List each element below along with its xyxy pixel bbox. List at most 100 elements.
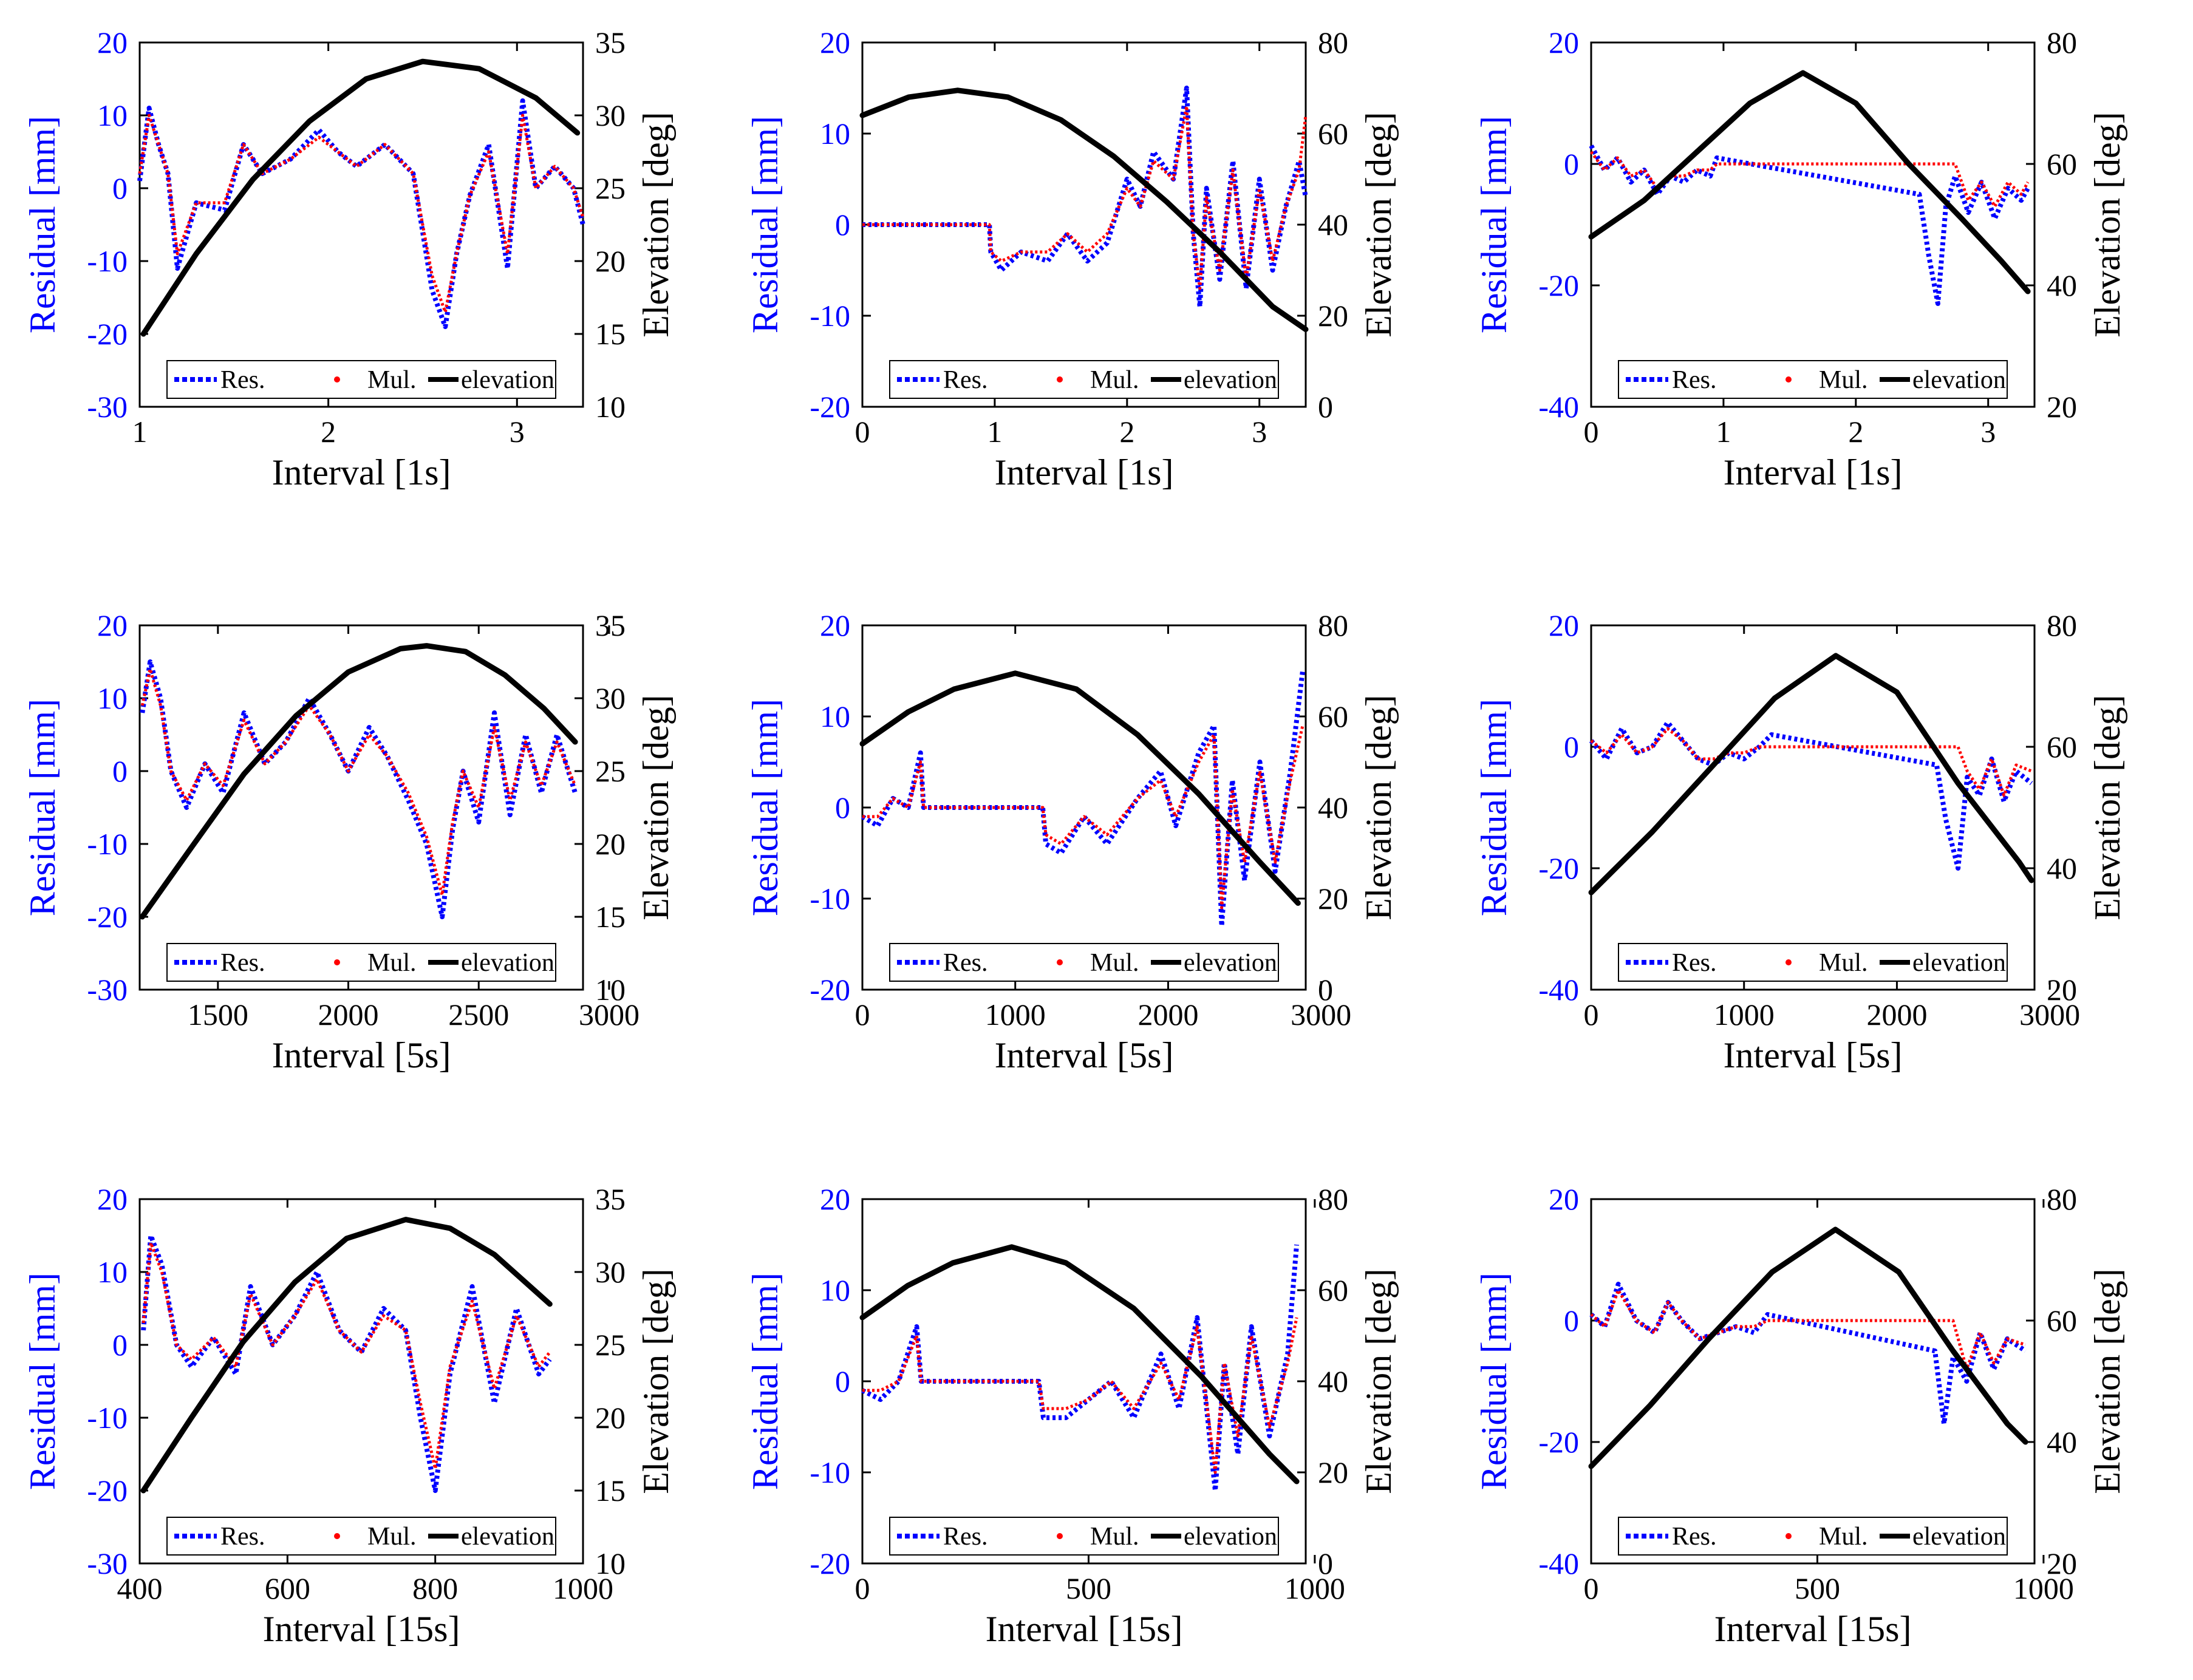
- legend-label-residual: Res.: [1672, 1523, 1717, 1551]
- y-tick-label: -30: [87, 973, 128, 1007]
- series-line-multipath: [138, 114, 585, 314]
- y2-tick-label: 80: [2047, 608, 2077, 642]
- y2-axis-label: Elevation [deg]: [1359, 1268, 1399, 1494]
- y-tick-label: 0: [112, 1328, 128, 1362]
- y2-tick-label: 15: [595, 900, 626, 934]
- y2-axis-label: Elevation [deg]: [2087, 1268, 2127, 1494]
- legend-label-residual: Res.: [943, 949, 988, 977]
- y-axis-label: Residual [mm]: [22, 116, 63, 333]
- x-tick-label: 1: [987, 415, 1002, 449]
- series-line-residual: [1589, 145, 2030, 306]
- legend-swatch-multipath: [334, 376, 340, 383]
- y2-tick-label: 20: [2047, 390, 2077, 424]
- y2-tick-label: 40: [2047, 851, 2077, 885]
- plot-frame: [1590, 41, 2036, 408]
- legend-label-multipath: Mul.: [367, 1523, 417, 1551]
- plot-frame: [1590, 1198, 2036, 1565]
- legend: Res. Mul. elevation: [1618, 1517, 2008, 1556]
- y2-tick-label: 20: [1318, 882, 1348, 916]
- legend-label-elevation: elevation: [1912, 949, 2006, 977]
- y-tick-label: -10: [810, 299, 850, 333]
- x-tick-label: 1: [132, 415, 148, 449]
- y2-tick-label: 35: [595, 1182, 626, 1216]
- y-axis-label: Residual [mm]: [1474, 699, 1514, 916]
- series-line-elevation: [140, 58, 581, 337]
- series-line-elevation: [1588, 653, 2034, 896]
- series-line-multipath: [1590, 1288, 2026, 1371]
- series-line-residual: [140, 659, 578, 919]
- subplot-r3c2: 0 500 1000 -20 -10 0 10 20 0 20 40 60 80 Interval [15…: [745, 1182, 1399, 1649]
- series-line-residual: [861, 670, 1305, 928]
- x-axis-label: Interval [1s]: [272, 452, 451, 492]
- y-tick-label: 20: [97, 1182, 128, 1216]
- y-tick-label: 20: [97, 26, 128, 60]
- y-tick-label: -20: [1538, 268, 1579, 302]
- y-tick-label: -40: [1538, 390, 1579, 424]
- y-tick-label: 20: [1549, 1182, 1579, 1216]
- legend-label-elevation: elevation: [461, 949, 554, 977]
- series-line-elevation: [140, 1217, 553, 1494]
- x-axis-label: Interval [15s]: [1714, 1609, 1912, 1649]
- legend-label-residual: Res.: [1672, 366, 1717, 394]
- x-tick-label: 0: [1584, 1571, 1599, 1605]
- y-tick-label: -10: [810, 882, 850, 916]
- y2-tick-label: 15: [595, 1474, 626, 1508]
- series-line-multipath: [140, 667, 577, 897]
- legend-label-elevation: elevation: [461, 1523, 554, 1551]
- x-axis-label: Interval [5s]: [995, 1035, 1174, 1075]
- y-tick-label: 10: [820, 699, 850, 733]
- x-tick-label: 0: [855, 998, 870, 1032]
- y-tick-label: 0: [835, 1364, 850, 1398]
- x-tick-label: 0: [1584, 415, 1599, 449]
- y2-tick-label: 80: [1318, 26, 1348, 60]
- y2-tick-label: 10: [595, 973, 626, 1007]
- x-tick-label: 2500: [448, 998, 509, 1032]
- x-tick-label: 1000: [1714, 998, 1775, 1032]
- x-tick-label: 3000: [2019, 998, 2080, 1032]
- y-tick-label: -10: [810, 1455, 850, 1489]
- legend-label-multipath: Mul.: [1090, 1523, 1139, 1551]
- legend-label-elevation: elevation: [461, 366, 554, 394]
- legend: Res. Mul. elevation: [166, 1517, 556, 1556]
- subplot-r3c3: 0 500 1000 -40 -20 0 20 20 40 60 80 Interval [15s] R…: [1474, 1182, 2127, 1649]
- y-tick-label: 20: [1549, 26, 1579, 60]
- y2-tick-label: 80: [2047, 26, 2077, 60]
- x-tick-label: 1000: [553, 1571, 613, 1605]
- y2-tick-label: 60: [1318, 699, 1348, 733]
- subplot-r1c3: 0 1 2 3 -40 -20 0 20 20 40 60 80 Interval [1s] Residu…: [1474, 26, 2127, 492]
- y2-axis-label: Elevation [deg]: [636, 695, 676, 920]
- y2-tick-label: 60: [1318, 1273, 1348, 1307]
- x-tick-label: 1: [1716, 415, 1731, 449]
- legend-label-multipath: Mul.: [367, 366, 417, 394]
- y2-tick-label: 20: [2047, 973, 2077, 1007]
- legend-swatch-multipath: [1785, 959, 1792, 965]
- y2-tick-label: 15: [595, 317, 626, 351]
- series-line-elevation: [859, 87, 1309, 332]
- series-line-multipath: [1590, 727, 2032, 797]
- series-line-multipath: [1589, 151, 2030, 208]
- x-tick-label: 1000: [2013, 1571, 2074, 1605]
- x-axis-label: Interval [5s]: [1724, 1035, 1903, 1075]
- x-tick-label: 3: [1980, 415, 1996, 449]
- y-axis-label: Residual [mm]: [745, 1273, 785, 1490]
- y2-tick-label: 40: [2047, 268, 2077, 302]
- y-tick-label: -10: [87, 244, 128, 278]
- legend-label-multipath: Mul.: [1819, 366, 1868, 394]
- x-tick-label: 0: [855, 415, 870, 449]
- series-line-residual: [137, 98, 585, 329]
- y-tick-label: -40: [1538, 1546, 1579, 1580]
- y-tick-label: 20: [820, 1182, 850, 1216]
- x-tick-label: 800: [412, 1571, 458, 1605]
- series-line-multipath: [862, 725, 1305, 910]
- legend: Res. Mul. elevation: [166, 360, 556, 399]
- y-tick-label: 0: [112, 754, 128, 788]
- legend-box: [1618, 943, 2008, 982]
- series-line-multipath: [142, 1241, 551, 1471]
- y2-tick-label: 60: [1318, 117, 1348, 151]
- y2-tick-label: 20: [595, 244, 626, 278]
- subplot-r3c1: 400 600 800 1000 -30 -20 -10 0 10 20 10 15 20 25 30 35 I…: [22, 1182, 676, 1649]
- series-line-elevation: [1588, 70, 2031, 294]
- y2-tick-label: 35: [595, 608, 626, 642]
- legend-box: [166, 360, 556, 399]
